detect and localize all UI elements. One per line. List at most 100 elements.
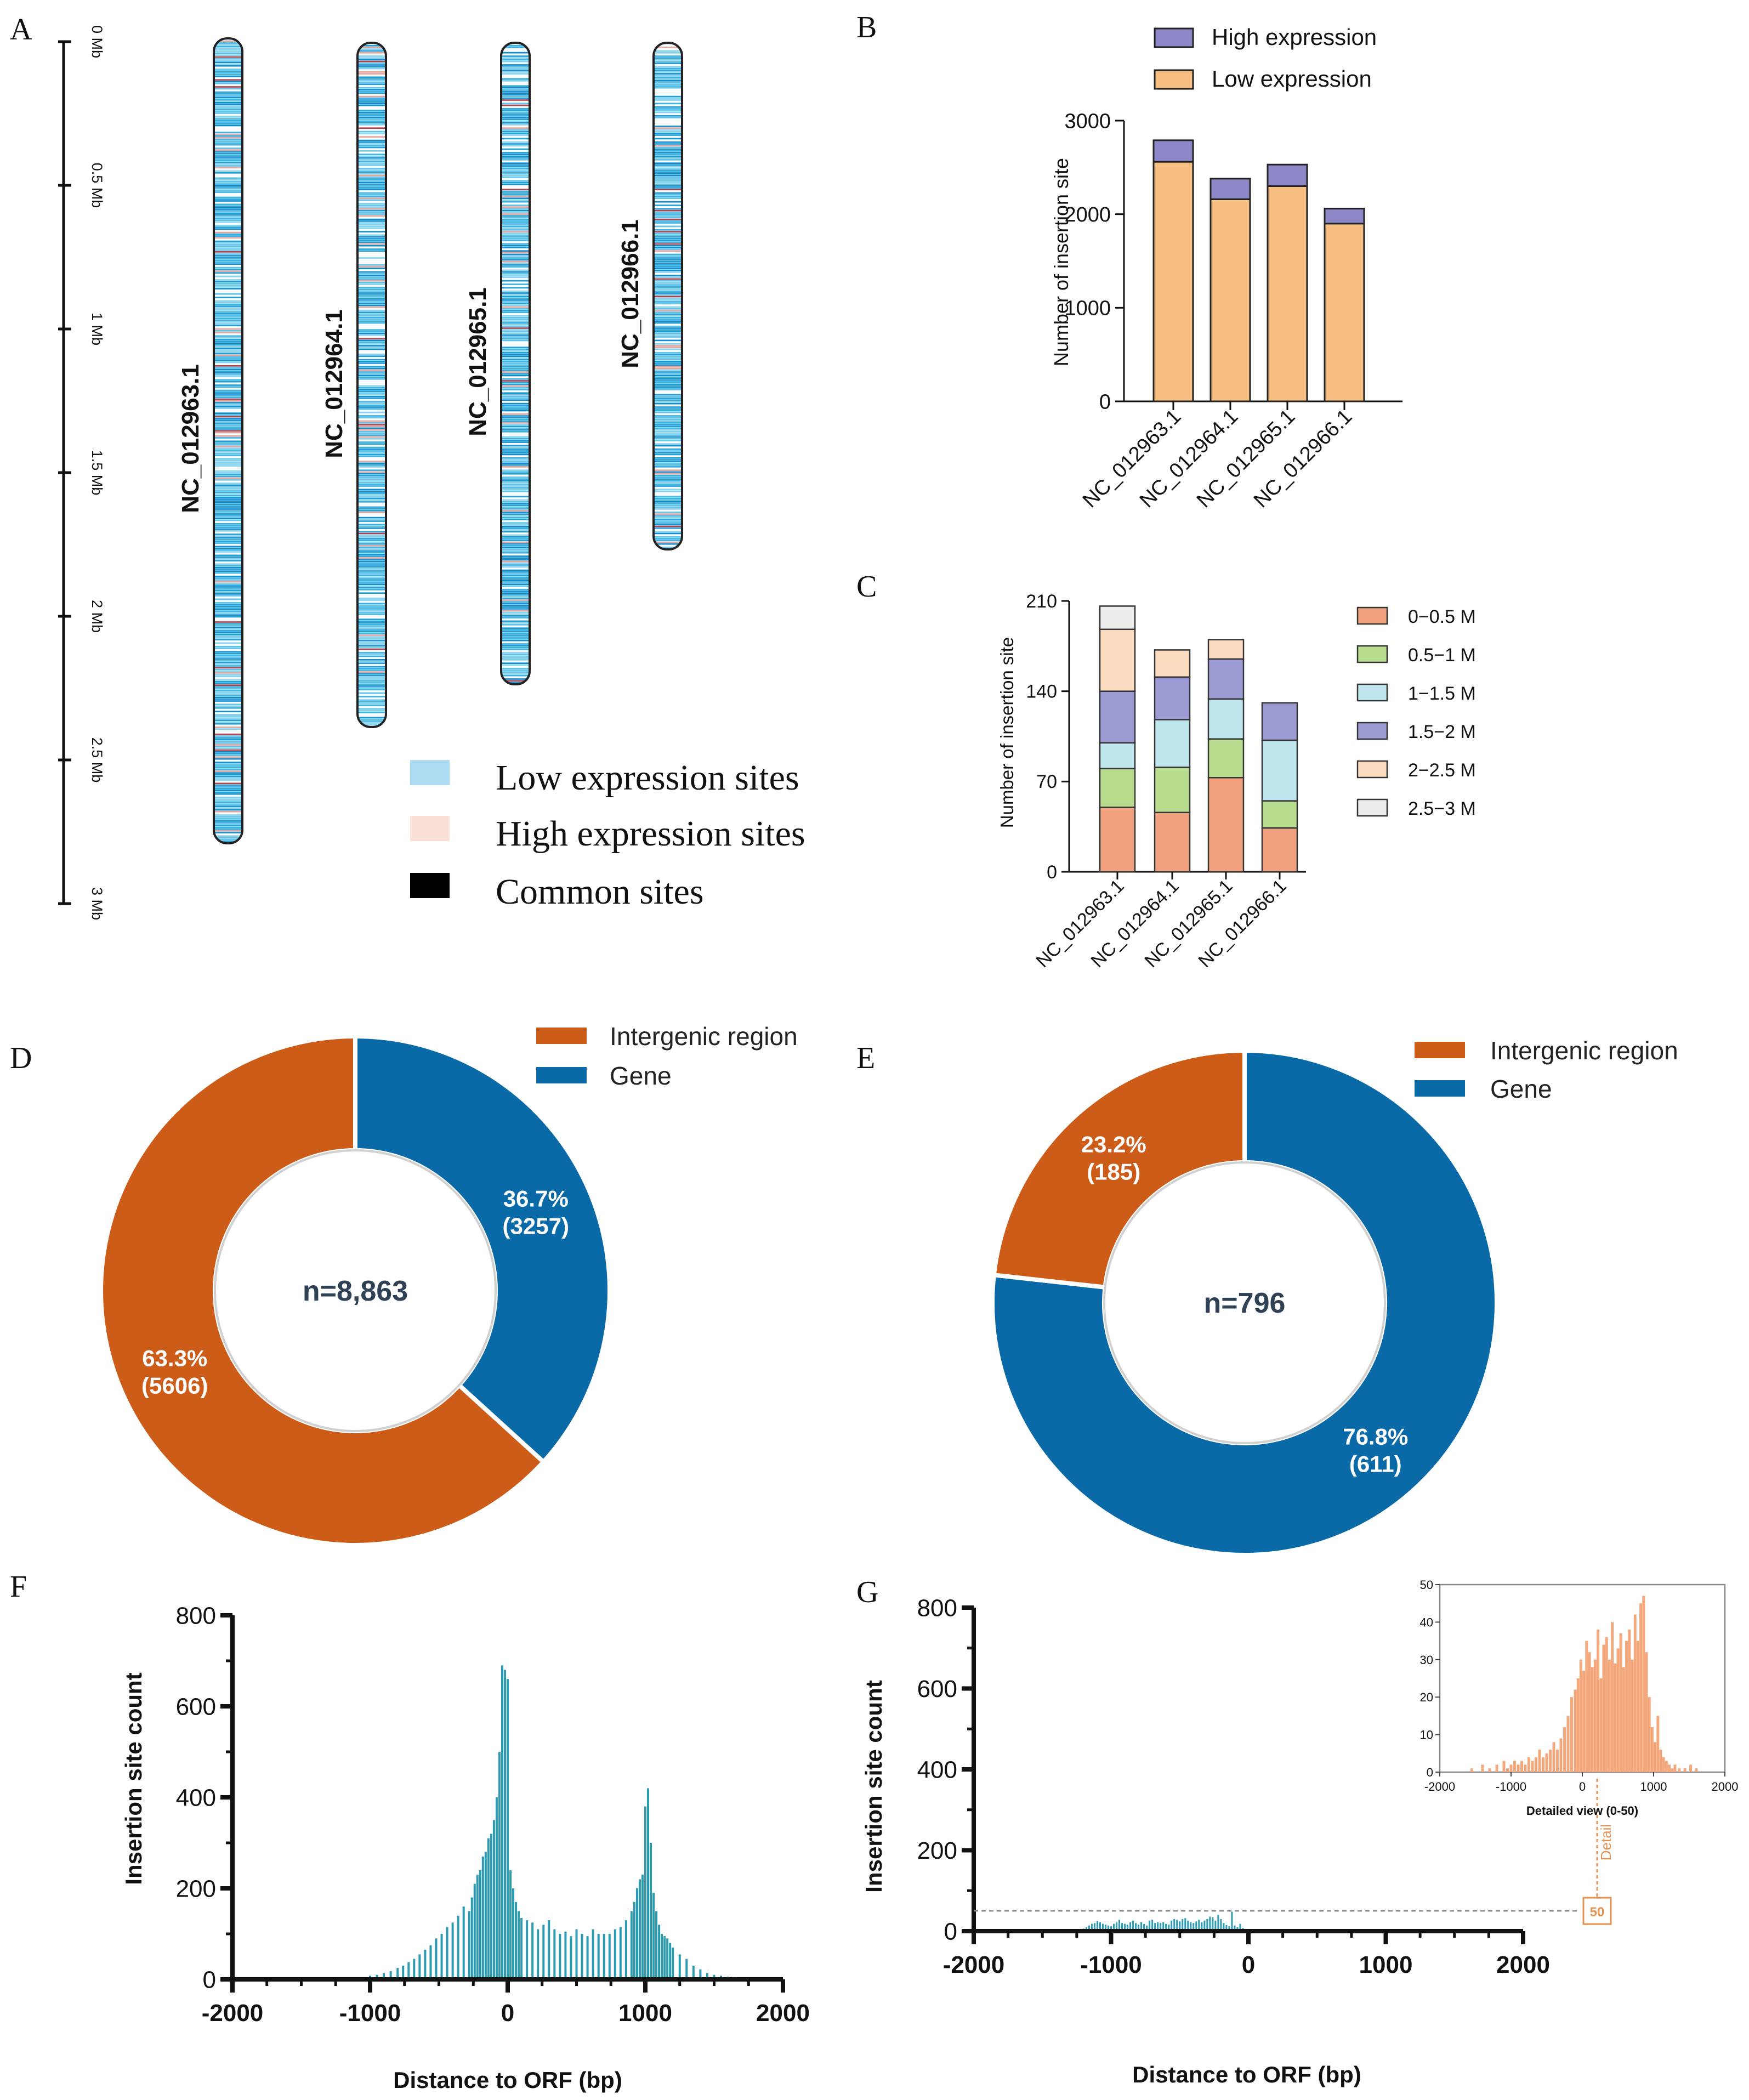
insertion-site-stripe [501, 525, 530, 527]
scale-tick-label: 0.5 Mb [89, 163, 105, 208]
insertion-site-stripe [214, 739, 242, 741]
histogram-bar [644, 1806, 646, 1979]
histogram-bar [1168, 1925, 1170, 1931]
insertion-site-stripe [501, 332, 530, 334]
insertion-site-stripe [654, 371, 682, 373]
histogram-bar [633, 1902, 635, 1979]
insertion-site-stripe [214, 290, 242, 291]
bar-segment [1154, 649, 1191, 678]
insertion-site-stripe [654, 417, 682, 418]
histogram-bar [1127, 1925, 1129, 1931]
insertion-site-stripe [214, 412, 242, 414]
insertion-site-stripe [654, 527, 682, 529]
insertion-site-stripe [654, 48, 682, 50]
legend-swatch [1356, 606, 1388, 625]
insertion-site-stripe [654, 508, 682, 510]
histogram-bar [1203, 1920, 1206, 1931]
insertion-site-stripe [357, 161, 386, 162]
histogram-bar [597, 1934, 600, 1979]
inset-bar [1570, 1697, 1573, 1772]
insertion-site-stripe [357, 427, 386, 429]
insertion-site-stripe [357, 108, 386, 110]
insertion-site-stripe [654, 326, 682, 327]
insertion-site-stripe [654, 64, 682, 66]
insertion-site-stripe [214, 581, 242, 583]
insertion-site-stripe [501, 108, 530, 110]
inset-bar [1535, 1757, 1537, 1772]
histogram-bar [1192, 1923, 1195, 1931]
insertion-site-stripe [214, 158, 242, 160]
insertion-site-stripe [357, 564, 386, 566]
insertion-site-stripe [214, 440, 242, 442]
histogram-bar [468, 1911, 470, 1979]
insertion-site-stripe [654, 343, 682, 345]
insertion-site-stripe [214, 718, 242, 719]
insertion-site-stripe [654, 487, 682, 489]
insertion-site-stripe [214, 297, 242, 298]
insertion-site-stripe [501, 45, 530, 47]
insertion-site-stripe [357, 583, 386, 585]
insertion-site-stripe [357, 720, 386, 722]
insertion-site-stripe [214, 188, 242, 190]
insertion-site-stripe [214, 456, 242, 458]
insertion-site-stripe [501, 680, 530, 682]
insertion-site-stripe [654, 410, 682, 412]
insertion-site-stripe [357, 401, 386, 403]
insertion-site-stripe [214, 735, 242, 737]
donut-center-label: n=796 [1204, 1287, 1286, 1319]
insertion-site-stripe [357, 389, 386, 390]
insertion-site-stripe [501, 453, 530, 456]
insertion-site-stripe [501, 157, 530, 159]
insertion-site-stripe [214, 477, 242, 479]
insertion-site-stripe [501, 504, 530, 506]
insertion-site-stripe [357, 592, 386, 594]
insertion-site-stripe [357, 690, 386, 693]
insertion-site-stripe [357, 476, 386, 478]
insertion-site-stripe [654, 545, 682, 547]
insertion-site-stripe [214, 805, 242, 807]
histogram-bar [402, 1966, 405, 1979]
insertion-site-stripe [357, 620, 386, 622]
insertion-site-stripe [357, 499, 386, 501]
insertion-site-stripe [501, 146, 530, 149]
insertion-site-stripe [654, 120, 682, 122]
insertion-site-stripe [501, 262, 530, 264]
insertion-site-stripe [357, 666, 386, 668]
insertion-site-stripe [214, 63, 242, 65]
histogram-bar [1096, 1921, 1098, 1931]
insertion-site-stripe [501, 66, 530, 67]
insertion-site-stripe [654, 492, 682, 494]
histogram-bar [376, 1974, 378, 1979]
panel-label-g: G [856, 1575, 878, 1609]
insertion-site-stripe [214, 620, 242, 621]
insertion-site-stripe [357, 715, 386, 717]
histogram-bar [1157, 1922, 1159, 1931]
insertion-site-stripe [357, 652, 386, 654]
inset-bar [1668, 1764, 1671, 1772]
insertion-site-stripe [654, 529, 682, 531]
insertion-site-stripe [357, 473, 386, 475]
insertion-site-stripe [654, 283, 682, 285]
insertion-site-stripe [357, 524, 386, 526]
insertion-site-stripe [357, 503, 386, 504]
insertion-site-stripe [501, 115, 530, 117]
insertion-site-stripe [501, 639, 530, 642]
insertion-site-stripe [357, 308, 386, 310]
insertion-site-stripe [654, 455, 682, 457]
insertion-site-stripe [501, 69, 530, 71]
donut-hole [214, 1149, 497, 1432]
insertion-site-stripe [214, 116, 242, 118]
insertion-site-stripe [357, 462, 386, 464]
insertion-site-stripe [214, 665, 242, 667]
insertion-site-stripe [357, 424, 386, 425]
insertion-site-stripe [214, 560, 242, 561]
inset-bar [1582, 1671, 1586, 1772]
insertion-site-stripe [357, 390, 386, 392]
insertion-site-stripe [357, 485, 386, 487]
insertion-site-stripe [357, 90, 386, 92]
insertion-site-stripe [501, 339, 530, 342]
inset-frame [1439, 1583, 1726, 1773]
insertion-site-stripe [501, 575, 530, 576]
insertion-site-stripe [501, 587, 530, 589]
insertion-site-stripe [214, 699, 242, 700]
